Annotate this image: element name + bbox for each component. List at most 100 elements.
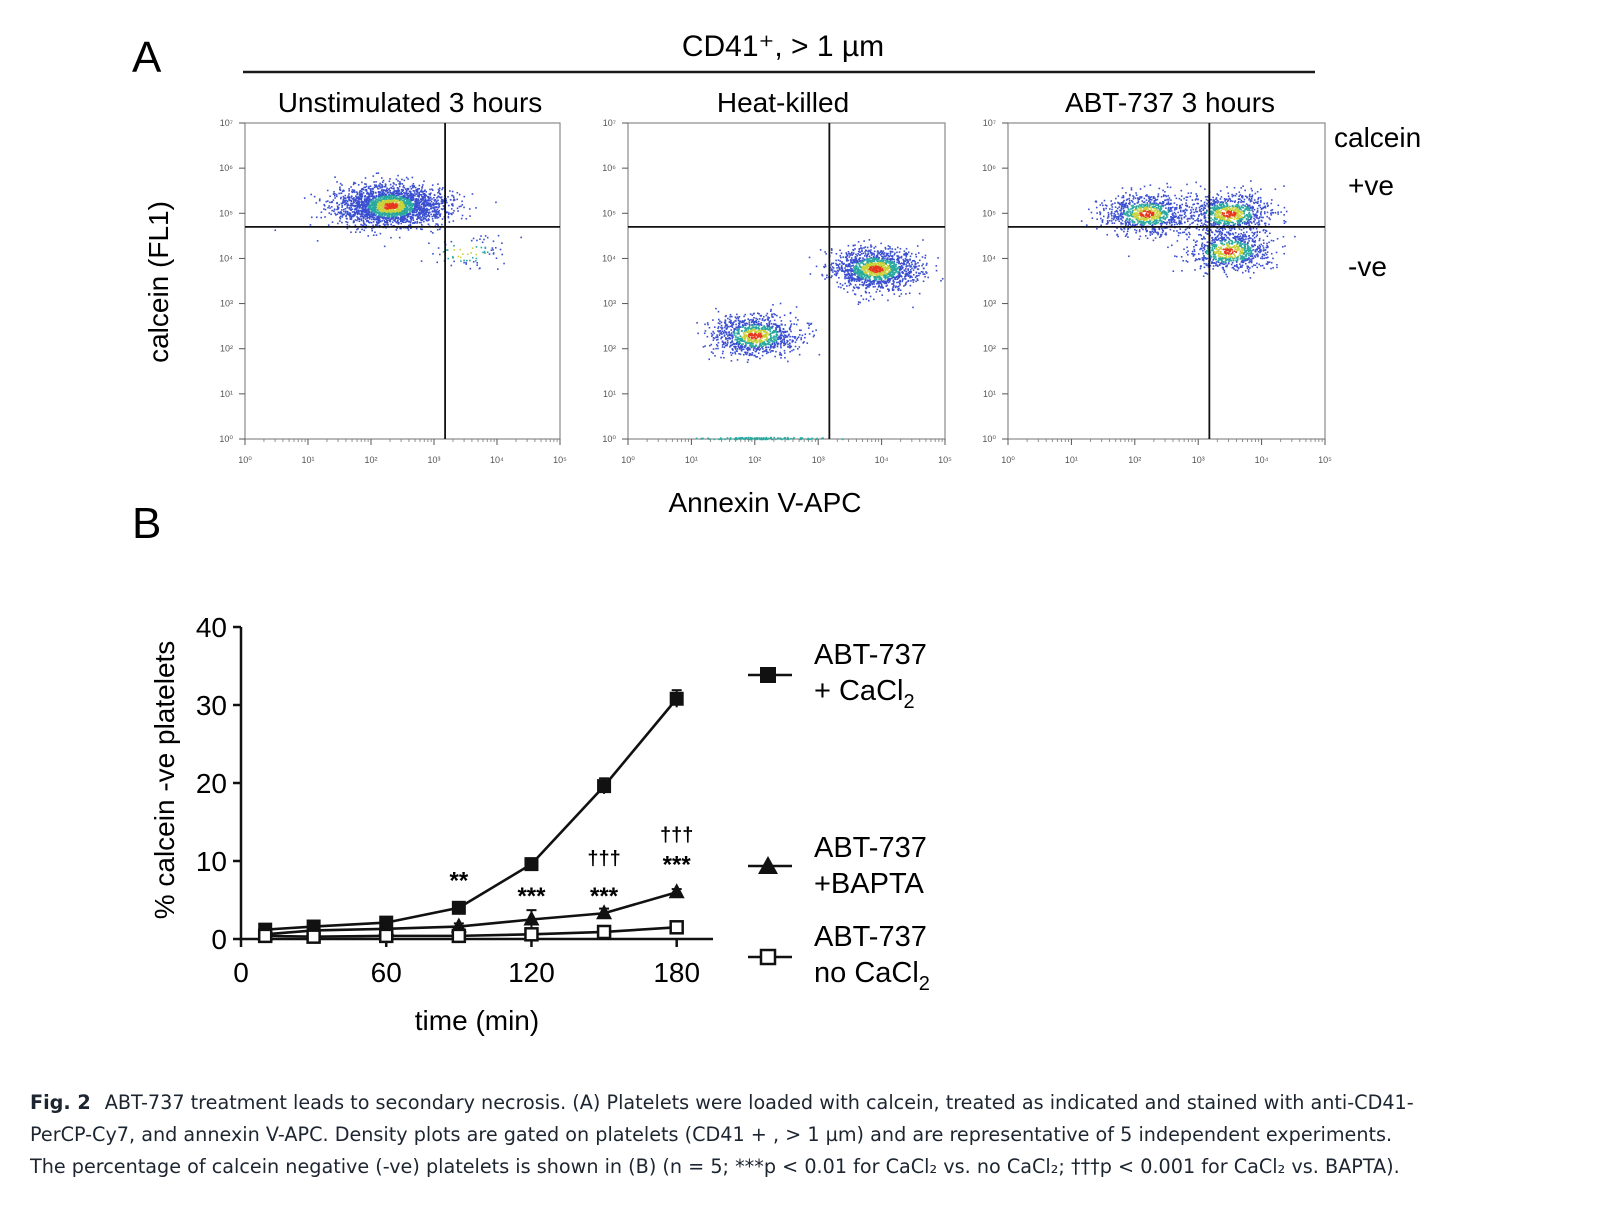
event-dot — [877, 250, 879, 252]
event-dot — [873, 254, 876, 256]
event-dot — [760, 340, 762, 342]
event-dot — [391, 199, 393, 201]
event-dot — [918, 265, 920, 267]
event-dot — [738, 337, 740, 340]
event-dot — [853, 271, 855, 273]
event-dot — [876, 280, 879, 283]
event-dot — [877, 286, 880, 288]
event-dot — [427, 196, 429, 199]
event-dot — [398, 189, 401, 192]
event-dot — [752, 349, 755, 351]
event-dot — [396, 217, 398, 220]
event-dot — [910, 275, 912, 278]
event-dot — [873, 278, 876, 281]
event-dot — [727, 337, 730, 340]
event-dot — [843, 262, 845, 265]
event-dot — [398, 203, 401, 205]
event-dot — [780, 354, 783, 357]
event-dot — [394, 190, 397, 192]
event-dot — [880, 273, 882, 276]
event-dot — [769, 347, 772, 349]
event-dot — [798, 353, 801, 356]
event-dot — [783, 352, 786, 354]
event-dot — [333, 210, 335, 213]
event-dot — [370, 192, 372, 194]
event-dot — [905, 258, 908, 261]
event-dot — [833, 273, 836, 276]
event-dot — [858, 278, 860, 280]
event-dot — [877, 253, 879, 255]
event-dot — [400, 227, 402, 230]
event-dot — [898, 271, 901, 274]
event-dot — [357, 227, 359, 230]
event-dot — [358, 191, 361, 193]
event-dot — [352, 215, 355, 218]
event-dot — [420, 191, 423, 193]
event-dot — [364, 203, 367, 206]
event-dot — [369, 215, 371, 218]
event-dot — [761, 346, 763, 349]
event-dot — [881, 262, 884, 264]
event-dot — [393, 200, 396, 203]
event-dot — [375, 210, 377, 213]
event-dot — [865, 284, 867, 286]
event-dot — [401, 183, 404, 185]
event-dot — [865, 291, 868, 294]
event-dot — [407, 213, 410, 215]
event-dot — [885, 276, 888, 279]
event-dot — [425, 213, 427, 216]
event-dot — [378, 210, 381, 213]
event-dot — [417, 188, 419, 190]
event-dot — [404, 202, 406, 204]
event-dot — [738, 342, 741, 344]
event-dot — [340, 212, 343, 214]
event-dot — [878, 269, 881, 272]
event-dot — [343, 190, 345, 192]
event-dot — [418, 204, 420, 207]
event-dot — [391, 218, 394, 220]
event-dot — [368, 218, 371, 220]
event-dot — [400, 209, 402, 212]
event-dot — [885, 281, 888, 284]
event-dot — [375, 185, 378, 188]
event-dot — [886, 279, 889, 281]
event-dot — [872, 272, 875, 275]
event-dot — [911, 263, 913, 266]
event-dot — [364, 200, 366, 202]
event-dot — [756, 336, 759, 339]
event-dot — [433, 208, 436, 211]
event-dot — [348, 198, 351, 201]
event-dot — [893, 258, 895, 261]
event-dot — [880, 268, 883, 271]
event-dot — [794, 337, 796, 339]
event-dot — [451, 203, 453, 206]
event-dot — [840, 269, 843, 272]
event-dot — [891, 248, 894, 250]
event-dot — [372, 221, 375, 223]
event-dot — [360, 207, 363, 209]
event-dot — [740, 347, 743, 350]
event-dot — [358, 197, 360, 199]
event-dot — [391, 202, 394, 205]
event-dot — [735, 335, 737, 337]
event-dot — [881, 266, 884, 268]
event-dot — [329, 207, 331, 209]
event-dot — [715, 336, 717, 339]
event-dot — [367, 235, 370, 237]
event-dot — [905, 263, 907, 266]
event-dot — [393, 215, 396, 218]
event-dot — [353, 221, 355, 223]
event-dot — [427, 213, 430, 215]
event-dot — [712, 339, 715, 341]
event-dot — [395, 195, 398, 198]
event-dot — [767, 318, 769, 321]
event-dot — [901, 265, 903, 268]
event-dot — [408, 202, 410, 204]
event-dot — [894, 265, 897, 268]
event-dot — [854, 293, 857, 296]
event-dot — [899, 280, 901, 283]
event-dot — [449, 199, 452, 201]
event-dot — [889, 252, 892, 254]
event-dot — [360, 192, 363, 195]
event-dot — [315, 202, 318, 204]
